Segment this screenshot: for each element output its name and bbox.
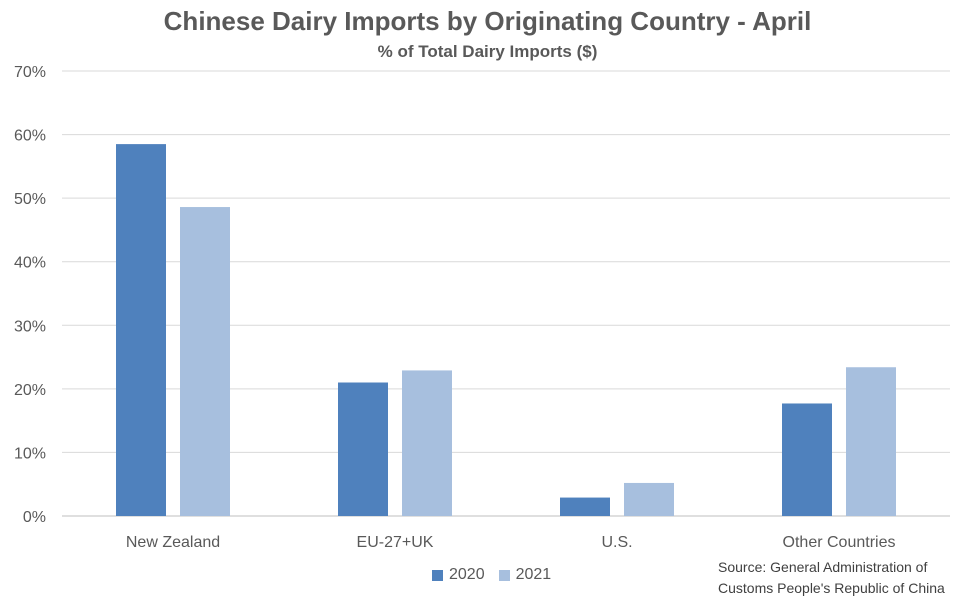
source-line-1: Source: General Administration of [718,559,928,575]
y-tick-label: 10% [14,445,46,462]
chart-subtitle: % of Total Dairy Imports ($) [377,42,598,61]
y-tick-label: 60% [14,128,46,145]
bar-2021 [846,367,896,516]
y-tick-label: 20% [14,382,46,399]
y-tick-label: 70% [14,64,46,81]
legend-swatch-2021 [498,569,510,581]
legend-item-2021: 2021 [498,566,552,584]
x-tick-label: New Zealand [126,534,220,551]
y-tick-label: 40% [14,255,46,272]
bar-2020 [560,497,610,516]
legend-item-2020: 2020 [432,566,485,584]
bar-2021 [402,370,452,516]
y-tick-label: 0% [23,509,46,526]
bar-2021 [624,482,674,516]
x-tick-label: U.S. [601,534,632,551]
chart-title: Chinese Dairy Imports by Originating Cou… [163,6,812,36]
x-tick-label: EU-27+UK [357,534,434,551]
legend-swatch-2020 [432,569,443,581]
bar-2020 [338,382,388,516]
x-tick-label: Other Countries [783,534,896,551]
legend-label-2020: 2020 [449,566,485,583]
source-note: Source: General Administration of Custom… [718,557,945,599]
bar-2021 [180,207,230,517]
y-tick-label: 50% [14,191,46,208]
bar-2020 [782,403,832,516]
legend: 2020 2021 [432,566,565,584]
bar-2020 [116,144,166,516]
y-tick-label: 30% [14,318,46,335]
legend-label-2021: 2021 [515,566,552,583]
source-line-2: Customs People's Republic of China [718,580,945,596]
